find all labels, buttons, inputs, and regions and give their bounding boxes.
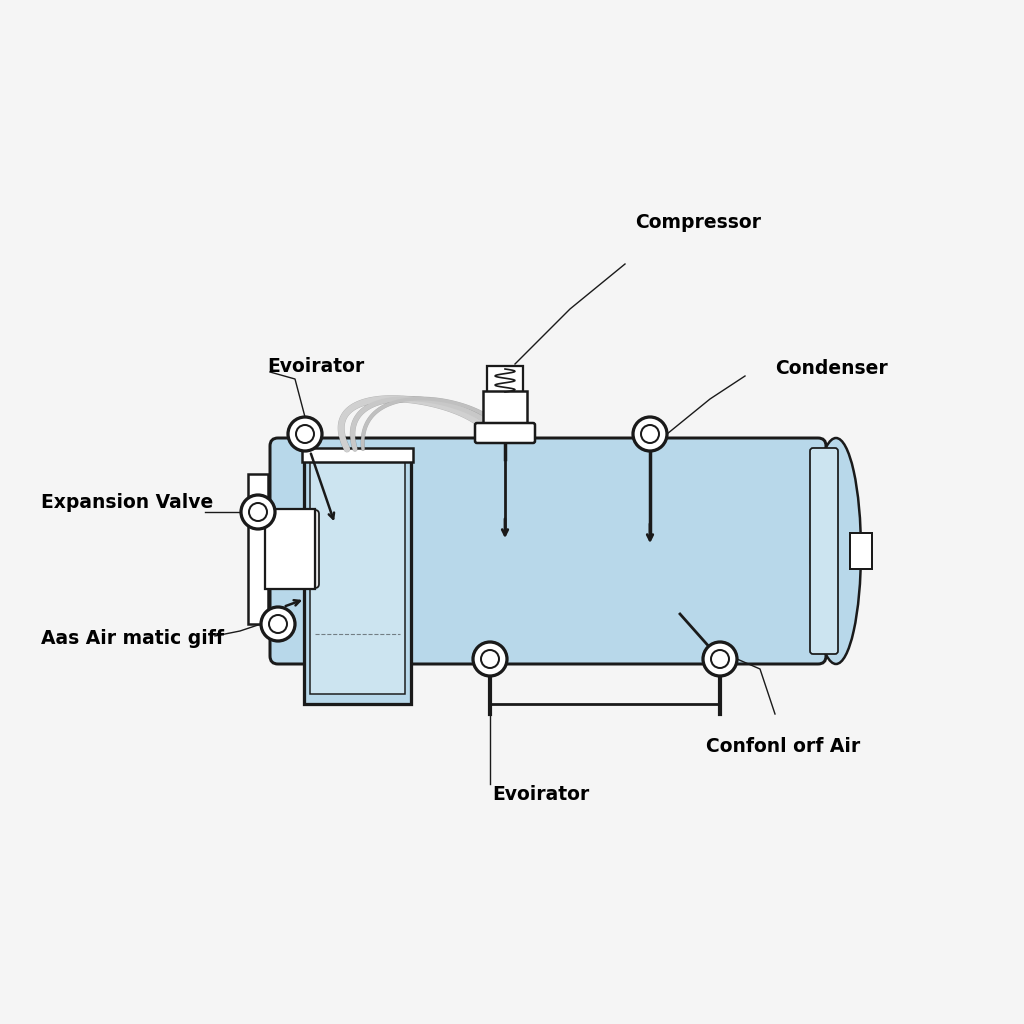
FancyBboxPatch shape: [256, 510, 319, 588]
Text: Compressor: Compressor: [635, 213, 761, 231]
Circle shape: [641, 425, 659, 443]
Bar: [302, 449, 413, 462]
Bar: [265, 509, 315, 589]
Bar: [304, 454, 411, 705]
Circle shape: [261, 607, 295, 641]
Circle shape: [269, 615, 287, 633]
Circle shape: [249, 503, 267, 521]
Circle shape: [288, 417, 322, 451]
Text: Expansion Valve: Expansion Valve: [41, 493, 213, 512]
Ellipse shape: [811, 438, 861, 664]
Circle shape: [241, 495, 275, 529]
Text: Aas Air matic giff: Aas Air matic giff: [41, 630, 224, 648]
FancyBboxPatch shape: [810, 449, 838, 654]
Text: Evoirator: Evoirator: [267, 356, 365, 376]
Bar: [850, 534, 872, 569]
Circle shape: [473, 642, 507, 676]
Text: Confonl orf Air: Confonl orf Air: [706, 736, 860, 756]
Bar: [248, 474, 268, 624]
Bar: [487, 366, 523, 394]
Bar: [483, 391, 527, 429]
Text: Evoirator: Evoirator: [492, 784, 589, 804]
Bar: [310, 459, 406, 694]
Circle shape: [296, 425, 314, 443]
Circle shape: [703, 642, 737, 676]
FancyBboxPatch shape: [270, 438, 826, 664]
Text: Condenser: Condenser: [775, 359, 888, 379]
FancyBboxPatch shape: [475, 423, 535, 443]
Circle shape: [481, 650, 499, 668]
Circle shape: [633, 417, 667, 451]
Circle shape: [711, 650, 729, 668]
